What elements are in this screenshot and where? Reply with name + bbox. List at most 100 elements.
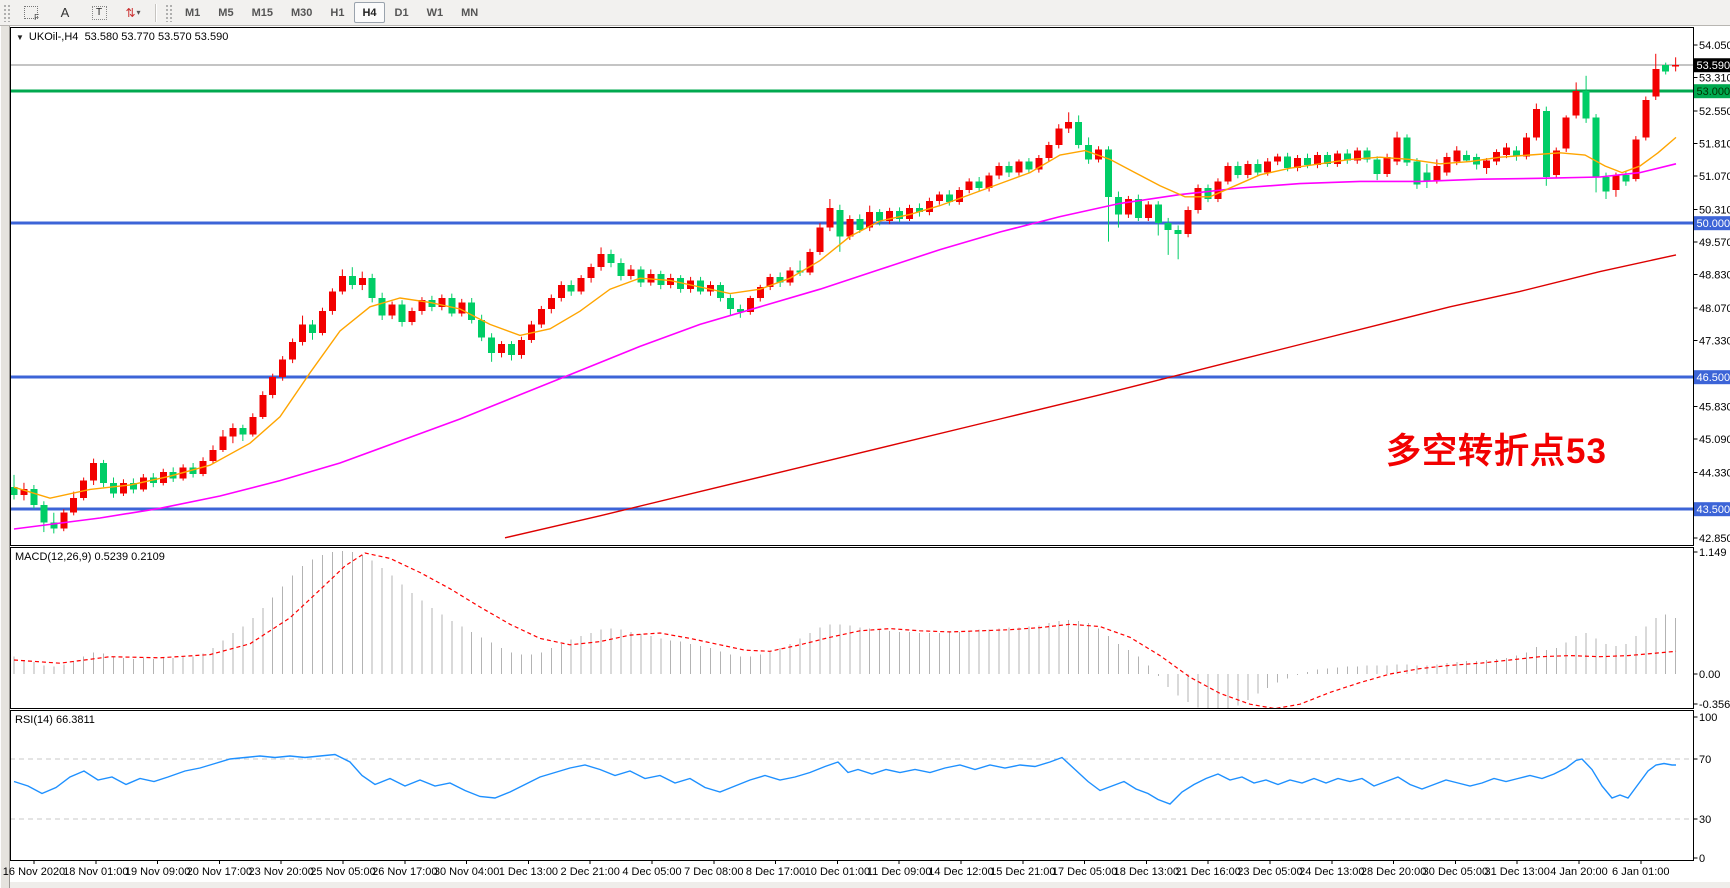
candle-body — [110, 482, 117, 494]
candle-body — [289, 342, 297, 360]
text-box-tool-button[interactable]: T — [83, 1, 115, 24]
price-tick-label: 53.310 — [1699, 73, 1730, 85]
arrange-tool-button[interactable]: ⇅ ▾ — [117, 1, 149, 24]
time-tick-label: 20 Nov 17:00 — [187, 866, 252, 878]
main-chart-frame[interactable] — [10, 27, 1694, 546]
price-tick-label: 50.310 — [1699, 205, 1730, 217]
candle-body — [129, 482, 137, 490]
candle-body — [786, 270, 794, 283]
candle-body — [249, 416, 257, 435]
ohlc-values: 53.580 53.770 53.570 53.590 — [84, 31, 229, 43]
candle-body — [368, 278, 376, 298]
grid-f-icon: F — [24, 6, 39, 22]
candle-body — [1304, 158, 1311, 166]
candle-body — [20, 488, 28, 496]
rsi-frame[interactable] — [10, 710, 1694, 861]
candle-body — [1204, 188, 1212, 199]
candle-body — [517, 339, 525, 356]
candle-body — [1264, 161, 1272, 173]
rsi-tick-label: 100 — [1699, 712, 1717, 724]
candle-body — [547, 298, 555, 309]
price-tick-label: 48.830 — [1699, 270, 1730, 282]
left-dock-strip[interactable] — [0, 26, 10, 888]
timeframe-button-M1[interactable]: M1 — [185, 6, 201, 19]
candle-body — [846, 218, 854, 237]
time-tick-label: 4 Dec 05:00 — [622, 866, 681, 878]
chart-text-annotation[interactable]: 多空转折点53 — [1386, 432, 1607, 471]
timeframe-button-M5[interactable]: M5 — [218, 6, 234, 19]
candle-body — [239, 427, 247, 435]
time-tick-label: 25 Nov 05:00 — [310, 866, 375, 878]
candle-body — [1433, 166, 1441, 182]
candle-body — [139, 477, 147, 490]
candle-body — [1672, 65, 1680, 67]
timeframe-button-H4[interactable]: H4 — [354, 2, 385, 23]
candle-body — [209, 449, 217, 461]
symbol-dropdown-icon[interactable]: ▼ — [16, 33, 24, 42]
candle-body — [1164, 223, 1172, 230]
symbol-period-text: UKOil-,H4 — [28, 31, 79, 43]
candle-body — [1632, 139, 1640, 180]
candle-body — [1095, 149, 1103, 160]
text-box-icon: T — [91, 5, 107, 20]
candle-body — [906, 207, 913, 219]
price-badge-label: 53.590 — [1697, 60, 1730, 72]
macd-indicator-label: MACD(12,26,9) 0.5239 0.2109 — [15, 551, 165, 563]
time-tick-label: 28 Dec 20:00 — [1361, 866, 1426, 878]
candle-body — [1313, 155, 1321, 166]
candle-body — [1254, 163, 1262, 173]
candle-body — [50, 522, 58, 529]
candle-body — [1622, 174, 1630, 182]
candle-body — [995, 166, 1003, 176]
candle-body — [1174, 229, 1182, 235]
candle-body — [736, 309, 744, 313]
price-badge-label: 50.000 — [1697, 218, 1730, 230]
macd-frame[interactable] — [10, 547, 1694, 709]
candle-body — [856, 218, 864, 230]
candle-body — [1542, 111, 1550, 177]
timeframe-button-MN[interactable]: MN — [461, 6, 479, 19]
candle-body — [537, 309, 545, 325]
timeframe-button-H1[interactable]: H1 — [330, 6, 345, 19]
candle-body — [1194, 188, 1202, 210]
candle-body — [975, 181, 983, 188]
candle-body — [358, 278, 366, 285]
candle-body — [697, 280, 705, 292]
timeframe-button-W1[interactable]: W1 — [426, 6, 444, 19]
candle-body — [1532, 108, 1540, 138]
time-tick-label: 1 Dec 13:00 — [499, 866, 558, 878]
text-label-tool-icon: A — [60, 5, 70, 20]
candle-body — [647, 273, 655, 283]
timeframe-button-D1[interactable]: D1 — [394, 6, 409, 19]
toolbar-drag-handle[interactable] — [165, 3, 172, 22]
candle-body — [508, 344, 515, 356]
timeframe-button-M15[interactable]: M15 — [251, 6, 273, 19]
chart-symbol-label[interactable]: ▼ UKOil-,H4 53.580 53.770 53.570 53.590 — [16, 31, 228, 43]
timeframe-button-M30[interactable]: M30 — [290, 6, 313, 19]
candle-body — [816, 227, 824, 252]
text-label-tool-button[interactable]: A — [49, 1, 81, 24]
price-badge — [1694, 370, 1730, 385]
candle-body — [418, 300, 426, 312]
candle-body — [1512, 150, 1520, 157]
time-tick-label: 17 Dec 05:00 — [1052, 866, 1117, 878]
price-badge-label: 46.500 — [1697, 372, 1730, 384]
rsi-tick-label: 70 — [1699, 754, 1711, 766]
time-tick-label: 23 Nov 20:00 — [248, 866, 313, 878]
price-badge — [1694, 58, 1730, 73]
candle-body — [80, 480, 88, 498]
candle-body — [1503, 147, 1510, 155]
grid-tool-button[interactable]: F — [15, 1, 47, 24]
candle-body — [577, 278, 585, 292]
candle-body — [60, 512, 68, 529]
dropdown-caret-icon: ▾ — [136, 8, 141, 17]
toolbar-drag-handle[interactable] — [3, 3, 10, 22]
candle-body — [607, 254, 615, 263]
candle-body — [269, 377, 277, 395]
candle-body — [279, 359, 287, 378]
candle-body — [378, 298, 386, 316]
price-tick-label: 52.550 — [1699, 106, 1730, 118]
candle-body — [11, 487, 18, 496]
candle-body — [1662, 64, 1670, 72]
